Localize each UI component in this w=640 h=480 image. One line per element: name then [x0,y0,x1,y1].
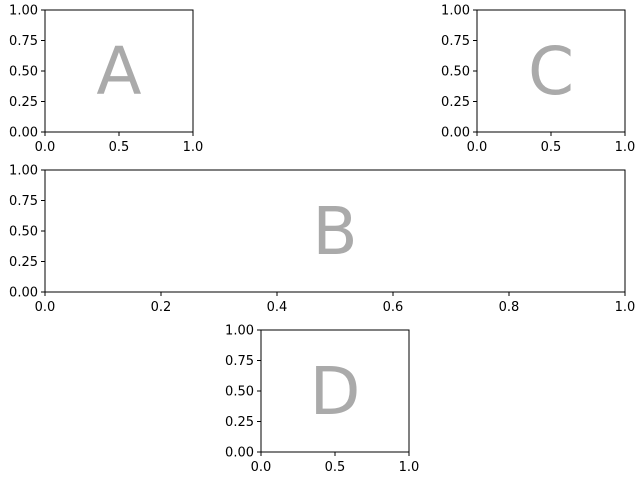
y-tick-label-a-3: 0.75 [9,34,38,49]
y-tick-label-a-2: 0.50 [9,65,38,80]
y-tick-label-b-0: 0.00 [9,286,38,301]
y-tick-label-c-3: 0.75 [441,34,470,49]
x-tick-label-c-1: 0.5 [541,140,562,155]
axes-frame-a [44,9,194,133]
x-tick-label-c-0: 0.0 [467,140,488,155]
axes-frame-b [44,169,626,293]
axes-b: 0.0 0.2 0.4 0.6 0.8 1.0 0.00 0.25 0.50 0.75 1.00 B [9,164,635,316]
y-tick-label-b-1: 0.25 [9,255,38,270]
y-tick-label-a-4: 1.00 [9,4,38,19]
panel-label-b: B [312,193,357,270]
y-tick-label-d-1: 0.25 [225,415,254,430]
x-tick-label-a-2: 1.0 [183,140,204,155]
y-tick-label-d-2: 0.50 [225,385,254,400]
x-tick-label-b-0: 0.0 [35,300,56,315]
x-tick-label-b-2: 0.4 [267,300,288,315]
x-tick-label-b-5: 1.0 [615,300,636,315]
y-tick-label-a-0: 0.00 [9,126,38,141]
x-tick-label-b-1: 0.2 [151,300,172,315]
y-tick-label-b-4: 1.00 [9,164,38,179]
x-tick-label-a-0: 0.0 [35,140,56,155]
x-tick-label-a-1: 0.5 [109,140,130,155]
y-tick-label-d-4: 1.00 [225,324,254,339]
x-tick-label-d-2: 1.0 [399,460,420,475]
axes-d: 0.0 0.5 1.0 0.00 0.25 0.50 0.75 1.00 D [225,324,419,476]
y-tick-label-b-2: 0.50 [9,225,38,240]
panel-label-d: D [310,353,361,430]
axes-frame-d [260,329,410,453]
panel-label-c: C [528,33,574,110]
y-tick-label-b-3: 0.75 [9,194,38,209]
x-tick-label-b-3: 0.6 [383,300,404,315]
axes-c: 0.0 0.5 1.0 0.00 0.25 0.50 0.75 1.00 C [441,4,635,156]
axes-frame-c [476,9,626,133]
x-tick-label-d-1: 0.5 [325,460,346,475]
y-tick-label-c-2: 0.50 [441,65,470,80]
y-tick-label-c-4: 1.00 [441,4,470,19]
x-tick-label-d-0: 0.0 [251,460,272,475]
x-tick-label-c-2: 1.0 [615,140,636,155]
y-tick-label-d-0: 0.00 [225,446,254,461]
axes-a: 0.0 0.5 1.0 0.00 0.25 0.50 0.75 1.00 A [9,4,203,156]
x-tick-label-b-4: 0.8 [499,300,520,315]
y-tick-label-c-1: 0.25 [441,95,470,110]
y-tick-label-c-0: 0.00 [441,126,470,141]
y-tick-label-d-3: 0.75 [225,354,254,369]
y-tick-label-a-1: 0.25 [9,95,38,110]
panel-label-a: A [96,33,141,110]
